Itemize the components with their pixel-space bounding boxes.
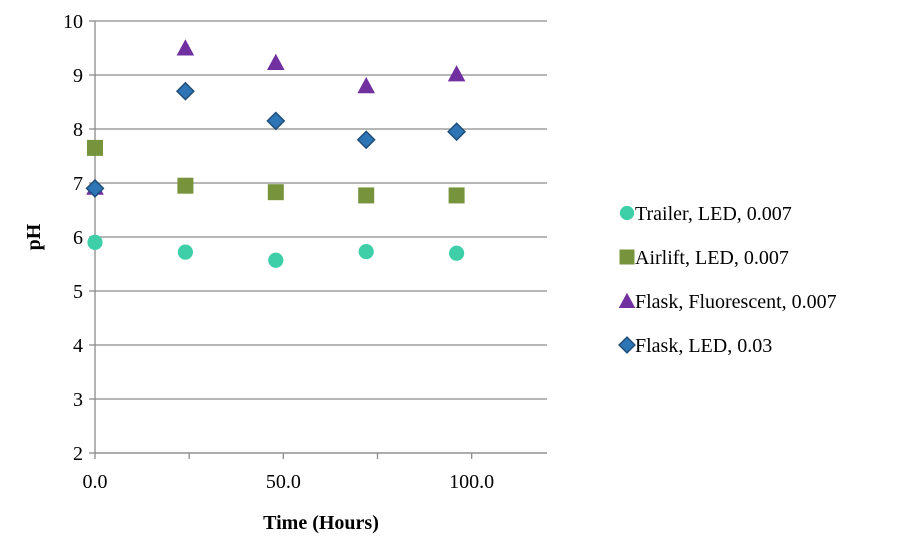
axes (94, 21, 547, 459)
x-axis-title: Time (Hours) (263, 512, 379, 534)
y-tick-labels: 2 3 4 5 6 7 8 9 10 (63, 11, 83, 465)
data-point-square (177, 177, 194, 194)
data-point-circle (268, 252, 284, 268)
data-point-diamond (447, 122, 467, 142)
data-points (85, 39, 467, 268)
data-point-triangle (357, 77, 375, 94)
legend-marker-triangle (618, 292, 636, 309)
data-point-square (448, 187, 465, 204)
y-tick-label: 3 (73, 389, 83, 411)
data-point-circle (177, 244, 193, 260)
data-point-square (87, 139, 103, 156)
data-point-square (267, 184, 284, 201)
data-point-triangle (176, 39, 195, 56)
data-point-diamond (356, 130, 376, 150)
y-axis-title: pH (23, 223, 45, 250)
legend-label: Trailer, LED, 0.007 (635, 203, 792, 225)
series-1 (87, 234, 465, 268)
x-tick-label: 50.0 (266, 471, 301, 493)
x-tick-label: 0.0 (83, 471, 108, 493)
gridlines (89, 20, 547, 454)
legend: Trailer, LED, 0.007 Airlift, LED, 0.007 Fl… (618, 203, 837, 357)
y-tick-label: 7 (73, 173, 83, 195)
legend-label: Flask, Fluorescent, 0.007 (635, 291, 837, 313)
data-point-diamond (175, 81, 195, 101)
legend-marker-diamond (618, 336, 636, 354)
legend-marker-square (619, 249, 635, 265)
data-point-triangle (447, 65, 466, 82)
y-tick-label: 2 (73, 443, 83, 465)
data-point-diamond (85, 178, 105, 198)
x-tick-labels: 0.0 50.0 100.0 (83, 471, 495, 493)
y-tick-label: 5 (73, 281, 83, 303)
data-point-diamond (266, 111, 286, 131)
series-2 (87, 139, 465, 204)
y-tick-label: 10 (63, 11, 83, 33)
data-point-triangle (267, 53, 285, 71)
x-tick-label: 100.0 (449, 471, 494, 493)
legend-marker-circle (619, 205, 635, 221)
data-point-circle (358, 243, 374, 260)
legend-label: Airlift, LED, 0.007 (635, 247, 789, 269)
y-tick-label: 4 (73, 335, 83, 357)
data-point-square (358, 187, 375, 204)
legend-label: Flask, LED, 0.03 (635, 335, 772, 357)
data-point-circle (87, 234, 103, 250)
data-point-circle (449, 245, 465, 261)
y-tick-label: 9 (73, 65, 83, 87)
series-4 (85, 81, 467, 198)
y-tick-label: 8 (73, 119, 83, 141)
y-tick-label: 6 (73, 227, 83, 249)
